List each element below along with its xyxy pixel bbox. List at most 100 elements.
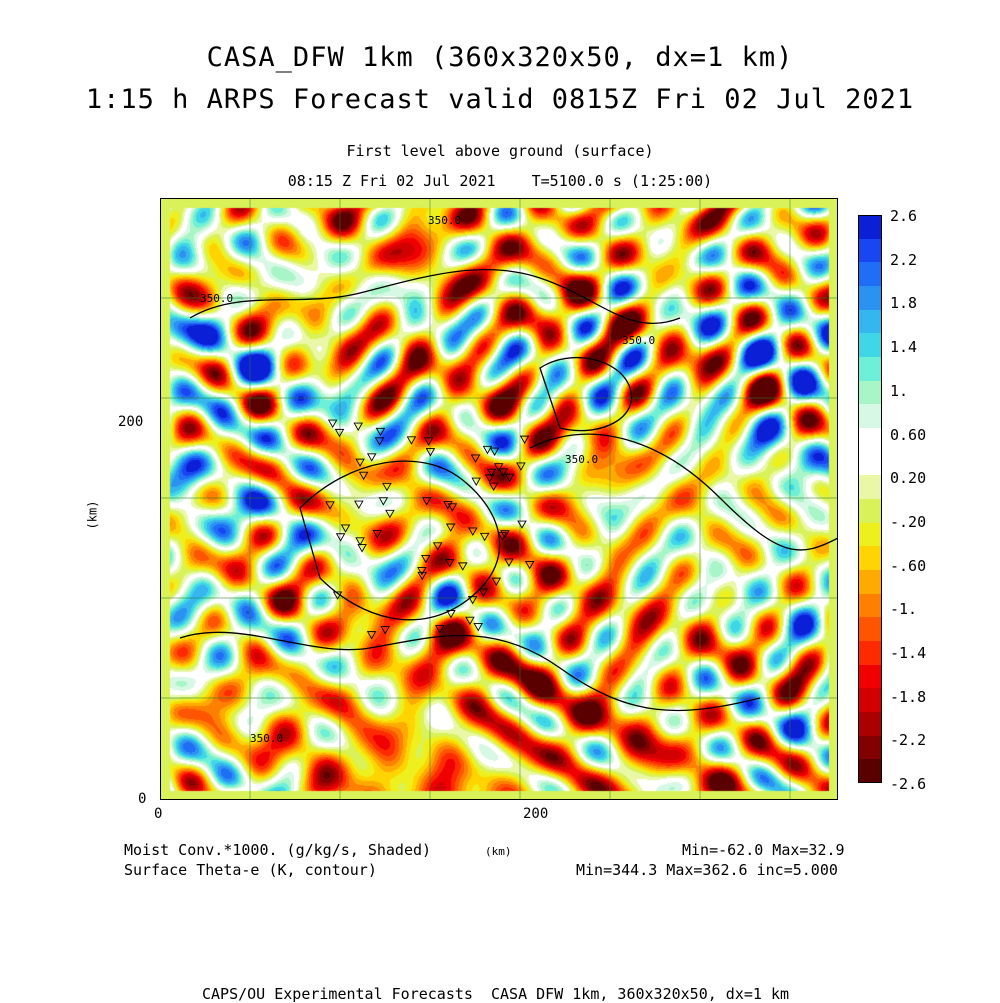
colorbar-swatch <box>858 428 882 453</box>
map-frame <box>160 198 838 800</box>
colorbar-swatch <box>858 664 882 689</box>
title-line-2: 1:15 h ARPS Forecast valid 0815Z Fri 02 … <box>85 84 915 115</box>
colorbar-swatch <box>858 309 882 334</box>
colorbar-swatch <box>858 759 882 784</box>
station-marker <box>486 468 497 478</box>
station-marker <box>482 445 493 455</box>
colorbar-swatch <box>858 286 882 311</box>
y-tick-200: 200 <box>118 414 144 430</box>
colorbar-label: -2.2 <box>890 731 927 750</box>
station-marker <box>443 501 453 510</box>
theta-e-contours <box>179 268 838 712</box>
colorbar-swatch <box>858 215 882 240</box>
station-marker <box>406 436 417 445</box>
contour-label: 350.0 <box>622 334 655 347</box>
station-marker <box>421 497 432 506</box>
x-axis-label: (km) <box>485 845 512 858</box>
colorbar-label: -.20 <box>890 512 927 531</box>
colorbar-swatch <box>858 475 882 500</box>
station-marker <box>417 571 428 581</box>
station-marker <box>355 537 365 546</box>
station-marker <box>471 477 481 486</box>
y-axis-label: (km) <box>85 500 100 530</box>
colorbar-swatch <box>858 357 882 382</box>
colorbar-label: -1. <box>890 600 918 619</box>
station-marker <box>473 623 483 632</box>
station-marker <box>504 473 515 483</box>
colorbar <box>858 215 882 784</box>
level-label: First level above ground (surface) <box>346 142 654 160</box>
colorbar-label: -1.4 <box>890 644 927 662</box>
colorbar-swatch <box>858 593 882 618</box>
x-tick-200: 200 <box>523 806 549 822</box>
station-marker <box>434 625 445 634</box>
station-marker <box>353 422 364 431</box>
contour-label: 350.0 <box>200 292 233 305</box>
station-marker <box>380 626 390 635</box>
station-marker <box>372 529 383 539</box>
colorbar-swatch <box>858 451 882 476</box>
station-marker <box>517 520 527 529</box>
station-marker <box>498 468 508 477</box>
y-tick-0: 0 <box>138 791 147 807</box>
credit-line: CAPS/OU Experimental Forecasts CASA DFW … <box>202 985 789 1003</box>
station-marker <box>467 595 478 605</box>
station-marker <box>444 559 455 568</box>
colorbar-label: -1.8 <box>890 687 927 706</box>
colorbar-label: 1.8 <box>890 294 918 313</box>
station-marker <box>335 533 346 542</box>
colorbar-swatch <box>858 404 882 429</box>
colorbar-label: -.60 <box>890 556 927 575</box>
colorbar-swatch <box>858 333 882 358</box>
station-marker <box>382 482 392 492</box>
station-marker <box>340 524 351 533</box>
field2-minmax: Min=344.3 Max=362.6 inc=5.000 <box>576 861 838 879</box>
station-marker <box>374 437 385 446</box>
station-marker <box>355 458 365 468</box>
contour-label-group: 350.0 350.0 350.0 350.0 350.0 <box>200 214 655 745</box>
station-marker <box>432 542 443 551</box>
station-marker <box>457 562 468 571</box>
station-marker <box>488 482 499 491</box>
colorbar-swatch <box>858 546 882 571</box>
station-marker <box>491 577 502 587</box>
station-marker <box>327 419 338 428</box>
station-marker <box>465 616 475 626</box>
map-overlay: 350.0 350.0 350.0 350.0 350.0 <box>160 198 838 800</box>
colorbar-swatch <box>858 688 882 713</box>
colorbar-swatch <box>858 522 882 547</box>
field1-label: Moist Conv.*1000. (g/kg/s, Shaded) <box>124 841 432 859</box>
station-marker <box>504 558 514 567</box>
colorbar-swatch <box>858 570 882 595</box>
station-marker <box>484 474 495 483</box>
field1-minmax: Min=-62.0 Max=32.9 <box>682 841 845 859</box>
contour-label: 350.0 <box>250 732 283 745</box>
field2-label: Surface Theta-e (K, contour) <box>124 861 377 879</box>
station-marker <box>421 554 431 564</box>
station-marker <box>445 523 456 532</box>
station-marker <box>423 437 434 446</box>
station-marker <box>385 509 395 519</box>
station-marker <box>468 527 478 536</box>
station-marker <box>489 447 500 456</box>
colorbar-label: 2.2 <box>890 250 918 269</box>
station-marker <box>470 454 481 463</box>
colorbar-swatch <box>858 641 882 666</box>
colorbar-swatch <box>858 380 882 405</box>
station-marker <box>524 561 535 570</box>
x-tick-0: 0 <box>154 806 163 822</box>
station-marker <box>478 588 489 597</box>
moisture-convergence-map: 350.0 350.0 350.0 350.0 350.0 <box>160 198 838 800</box>
station-marker <box>417 567 427 576</box>
colorbar-swatch <box>858 262 882 287</box>
colorbar-label: 1.4 <box>890 338 918 357</box>
contour-label: 350.0 <box>565 453 598 466</box>
colorbar-label: 0.60 <box>890 425 927 444</box>
station-marker <box>366 631 377 640</box>
station-marker <box>425 448 436 457</box>
station-marker <box>354 500 364 509</box>
colorbar-label: 2.6 <box>890 207 918 225</box>
colorbar-swatch <box>858 735 882 760</box>
station-marker <box>332 591 343 600</box>
title-line-1: CASA_DFW 1km (360x320x50, dx=1 km) <box>206 42 794 73</box>
